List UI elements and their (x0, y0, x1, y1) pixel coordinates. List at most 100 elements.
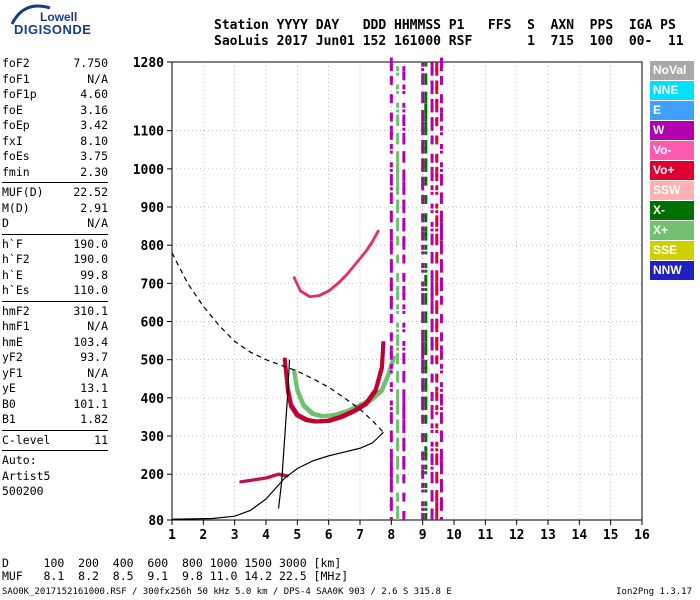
param-row-h-es: h`Es 110.0 (2, 283, 108, 299)
vertical-echo-mark (396, 151, 400, 159)
vertical-echo-mark (402, 224, 406, 232)
vertical-echo-mark (430, 62, 434, 72)
vertical-echo-mark (421, 469, 425, 479)
vertical-echo-mark (396, 474, 400, 484)
vertical-echo-mark (402, 419, 406, 429)
vertical-echo-mark (389, 388, 393, 392)
vertical-echo-mark (435, 166, 439, 172)
vertical-echo-mark (435, 325, 439, 333)
vertical-echo-mark (421, 378, 425, 388)
x-tick-label: 6 (325, 528, 333, 543)
vertical-echo-mark (396, 395, 400, 401)
vertical-echo-mark (396, 199, 400, 209)
vertical-echo-mark (402, 121, 406, 127)
vertical-echo-mark (439, 418, 443, 424)
param-value: N/A (87, 319, 108, 333)
vertical-echo-mark (439, 437, 443, 443)
vertical-echo-mark (435, 172, 439, 182)
vertical-echo-mark (421, 433, 425, 443)
vertical-echo-mark (430, 343, 434, 351)
vertical-echo-mark (396, 254, 400, 264)
vertical-echo-mark (430, 336, 434, 346)
vertical-echo-mark (389, 467, 393, 475)
vertical-echo-mark (389, 332, 393, 342)
vertical-echo-mark (435, 318, 439, 328)
vertical-echo-mark (430, 460, 434, 466)
upper-trace-point (297, 287, 301, 290)
vertical-echo-mark (396, 91, 400, 95)
upper-trace-point (294, 280, 298, 283)
y-tick-label: 400 (141, 392, 165, 407)
vertical-echo-mark (402, 352, 406, 360)
vertical-echo-mark (439, 503, 443, 511)
vertical-echo-mark (439, 370, 443, 374)
vertical-echo-mark (421, 158, 425, 168)
vertical-echo-mark (402, 127, 406, 131)
vertical-echo-mark (424, 403, 428, 411)
vertical-echo-mark (396, 224, 400, 232)
vertical-echo-mark (424, 336, 428, 342)
param-row-foep: foEp 3.42 (2, 118, 108, 134)
vertical-echo-mark (421, 336, 425, 342)
vertical-echo-mark (396, 187, 400, 195)
vertical-echo-mark (430, 258, 434, 264)
vertical-echo-mark (402, 322, 406, 328)
vertical-echo-mark (402, 395, 406, 401)
vertical-echo-mark (402, 414, 406, 420)
vertical-echo-mark (396, 162, 400, 172)
header-row-1: Station YYYY DAY DDD HHMMSS P1 FFS S AXN… (214, 18, 676, 33)
vertical-echo-mark (435, 276, 439, 282)
v-plus-trace-point (377, 374, 382, 379)
vertical-echo-mark (439, 259, 443, 269)
legend-item-noval: NoVal (650, 61, 694, 80)
vertical-echo-mark (435, 496, 439, 502)
param-value: 1.82 (80, 412, 108, 426)
vertical-echo-mark (439, 150, 443, 154)
vertical-echo-mark (424, 341, 428, 351)
v-plus-trace-point (379, 365, 384, 370)
x-plus-trace-point (391, 355, 396, 360)
vertical-echo-mark (424, 513, 428, 520)
param-row-m-d-: M(D) 2.91 (2, 201, 108, 217)
vertical-echo-mark (430, 288, 434, 296)
vertical-echo-mark (421, 348, 425, 356)
vertical-echo-mark (389, 400, 393, 406)
vertical-echo-mark (389, 363, 393, 369)
logo-arc-icon (10, 4, 51, 25)
vertical-echo-mark (424, 213, 428, 223)
vertical-echo-mark (389, 247, 393, 255)
vertical-echo-mark (396, 347, 400, 351)
muf-value-row: MUF 8.1 8.2 8.5 9.1 9.8 11.0 14.2 22.5 [… (2, 569, 349, 583)
x-tick-label: 13 (540, 528, 556, 543)
vertical-echo-mark (402, 511, 406, 520)
vertical-echo-mark (396, 505, 400, 511)
vertical-echo-mark (430, 191, 434, 195)
vertical-echo-mark (439, 497, 443, 507)
vertical-echo-mark (421, 109, 425, 117)
vertical-echo-mark (402, 444, 406, 452)
vertical-echo-mark (435, 288, 439, 296)
autoscale-info: Auto: (2, 453, 37, 467)
vertical-echo-mark (421, 73, 425, 81)
vertical-echo-mark (421, 194, 425, 204)
vertical-echo-mark (396, 340, 400, 346)
v-plus-trace-point (378, 369, 383, 374)
vertical-echo-mark (402, 206, 406, 214)
v-plus-trace-point (381, 343, 386, 348)
legend-item-x-: X+ (650, 221, 694, 240)
vertical-echo-mark (424, 482, 428, 488)
vertical-echo-mark (421, 507, 425, 511)
vertical-echo-mark (421, 293, 425, 301)
vertical-echo-mark (435, 471, 439, 479)
vertical-echo-mark (389, 448, 393, 456)
vertical-echo-mark (389, 407, 393, 411)
v-plus-trace-point (378, 372, 383, 377)
vertical-echo-mark (396, 352, 400, 360)
vertical-echo-mark (424, 121, 428, 131)
vertical-echo-mark (396, 492, 400, 502)
vertical-echo-mark (430, 490, 434, 498)
upper-trace-point (297, 285, 300, 289)
vertical-echo-mark (396, 181, 400, 191)
param-row-b1: B1 1.82 (2, 412, 108, 428)
param-value: N/A (87, 365, 108, 380)
